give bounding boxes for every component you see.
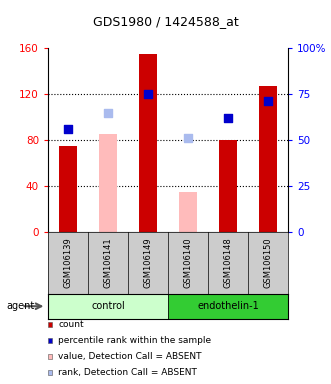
Text: endothelin-1: endothelin-1 bbox=[197, 301, 259, 311]
Bar bbox=[219, 140, 237, 232]
Text: agent: agent bbox=[7, 301, 35, 311]
Point bbox=[225, 115, 231, 121]
Text: value, Detection Call = ABSENT: value, Detection Call = ABSENT bbox=[58, 352, 202, 361]
Bar bbox=[139, 54, 157, 232]
Bar bbox=[48, 294, 168, 319]
Text: GSM106141: GSM106141 bbox=[104, 237, 113, 288]
Bar bbox=[259, 86, 277, 232]
Text: GSM106139: GSM106139 bbox=[64, 237, 72, 288]
Text: control: control bbox=[91, 301, 125, 311]
Point bbox=[105, 109, 111, 116]
Point bbox=[185, 135, 191, 141]
Text: GSM106148: GSM106148 bbox=[223, 237, 232, 288]
Bar bbox=[99, 134, 117, 232]
Point bbox=[145, 91, 151, 97]
Text: GSM106140: GSM106140 bbox=[183, 237, 193, 288]
Point bbox=[65, 126, 71, 132]
Text: GSM106149: GSM106149 bbox=[143, 237, 153, 288]
Text: GDS1980 / 1424588_at: GDS1980 / 1424588_at bbox=[93, 15, 238, 28]
Text: rank, Detection Call = ABSENT: rank, Detection Call = ABSENT bbox=[58, 368, 197, 377]
Bar bbox=[168, 294, 288, 319]
Bar bbox=[59, 146, 77, 232]
Text: GSM106150: GSM106150 bbox=[263, 237, 272, 288]
Text: percentile rank within the sample: percentile rank within the sample bbox=[58, 336, 212, 345]
Bar bbox=[179, 192, 197, 232]
Point bbox=[265, 98, 271, 104]
Text: count: count bbox=[58, 320, 84, 329]
